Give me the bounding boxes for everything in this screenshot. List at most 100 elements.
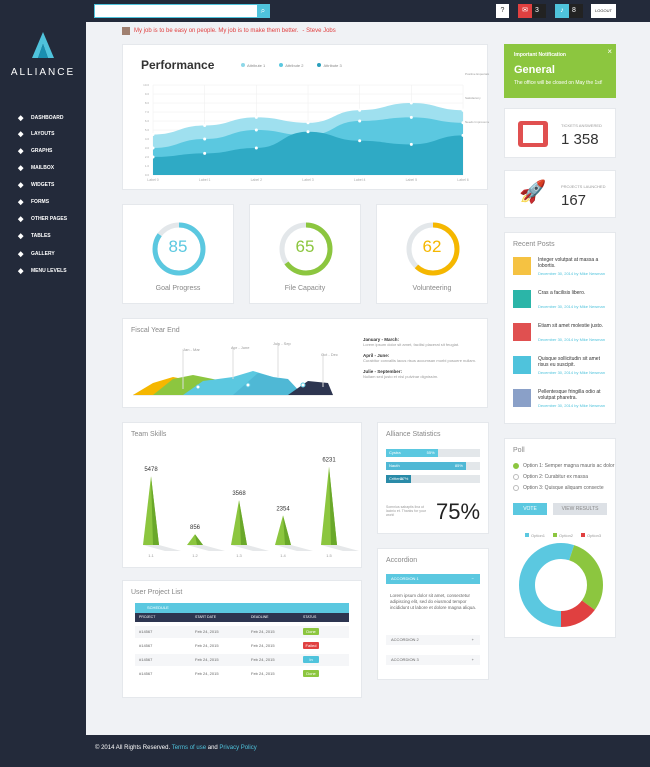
recent-post[interactable]: Pellentesque fringilla odio at volutpat … [513, 389, 613, 419]
data-label: 3568 [232, 491, 246, 497]
data-label: 6231 [322, 458, 336, 464]
accordion-1-header[interactable]: ACCORDION 1 − [386, 574, 480, 584]
search-icon[interactable]: ⌕ [257, 5, 269, 17]
data-point [254, 128, 258, 132]
poll-option[interactable]: Option 3: Quisque aliquam consecte [513, 485, 604, 491]
collapse-icon: − [471, 576, 474, 581]
recent-posts-title: Recent Posts [513, 241, 555, 248]
help-button[interactable]: ? [496, 4, 509, 18]
y-tick-label: 1.0 [145, 164, 150, 168]
stat-bar-value: 85% [454, 463, 463, 468]
sidebar-item-gallery[interactable]: ◆ GALLERY [18, 250, 55, 258]
poll-option[interactable]: Option 1: Semper magna mauris ac dolor [513, 463, 614, 469]
post-title: Etiam sit amet molestie justo. [538, 323, 604, 329]
accordion-2-header[interactable]: ACCORDION 2 + [386, 635, 480, 645]
sidebar-item-layouts[interactable]: ◆ LAYOUTS [18, 130, 54, 138]
sidebar-item-widgets[interactable]: ◆ WIDGETS [18, 181, 54, 189]
sidebar-item-label: LAYOUTS [31, 131, 55, 137]
table-row[interactable]: #14567 Feb 24, 2015 Feb 24, 2015 Failed [135, 640, 349, 652]
data-point [461, 133, 465, 137]
accordion-title: Accordion [386, 557, 418, 564]
sidebar-item-menu-levels[interactable]: ◆ MENU LEVELS [18, 267, 67, 275]
fiscal-entry: Julie - September: Nullam sed justo et ni… [363, 369, 483, 379]
search-input[interactable]: ⌕ [94, 4, 270, 18]
radio-icon[interactable] [513, 485, 519, 491]
sidebar-item-mailbox[interactable]: ◆ MAILBOX [18, 164, 54, 172]
logout-button[interactable]: LOGOUT [591, 4, 616, 18]
legend-item: Option2 [553, 533, 573, 538]
sidebar-item-dashboard[interactable]: ◆ DASHBOARD [18, 114, 64, 122]
terms-link[interactable]: Terms of use [171, 745, 207, 751]
privacy-link[interactable]: Privacy Policy [219, 745, 257, 751]
mail-count: 3 [535, 7, 539, 14]
post-thumbnail [513, 323, 531, 341]
cell-deadline: Feb 24, 2015 [251, 629, 275, 634]
layers-icon: ◆ [18, 130, 24, 138]
sidebar-item-graphs[interactable]: ◆ GRAPHS [18, 147, 52, 155]
fiscal-entries: January - March: Lorem ipsum dolor sit am… [363, 337, 483, 385]
data-point [151, 133, 155, 136]
statistics-big-value: 75% [436, 499, 481, 524]
column-header: DEADLINE [251, 615, 269, 619]
recent-post[interactable]: Integer volutpat at massa a lobortis. Dec… [513, 257, 613, 287]
accordion-3-header[interactable]: ACCORDION 3 + [386, 655, 480, 665]
notification-text: The office will be closed on May the 1st… [514, 80, 603, 86]
sidebar-item-label: OTHER PAGES [31, 216, 68, 222]
stat-bar-label: Cystra [389, 450, 401, 455]
stat-bar-value: 55% [426, 450, 435, 455]
radio-icon[interactable] [513, 474, 519, 480]
sidebar-item-label: GRAPHS [31, 148, 53, 154]
sidebar-item-other-pages[interactable]: ◆ OTHER PAGES [18, 215, 67, 223]
post-meta: December 30, 2014 by Mike Newman [538, 370, 605, 375]
avatar [122, 27, 130, 35]
sidebar-item-tables[interactable]: ◆ TABLES [18, 232, 51, 240]
data-point [306, 130, 310, 134]
recent-post[interactable]: Quisque sollicitudin sit amet risus eu s… [513, 356, 613, 386]
y-tick-label: 8.0 [145, 101, 150, 105]
y-tick-label: 3.0 [145, 146, 150, 150]
post-thumbnail [513, 290, 531, 308]
radio-icon[interactable] [513, 463, 519, 469]
recent-post[interactable]: Cras a facilisis libero. December 30, 201… [513, 290, 613, 320]
sidebar-item-label: TABLES [31, 233, 51, 239]
fiscal-title: Fiscal Year End [131, 327, 180, 334]
poll-chart [519, 543, 603, 627]
fiscal-entry: April - June: Curabitur convallis lacus r… [363, 353, 483, 363]
rocket-icon: 🚀 [519, 179, 547, 204]
triangle-icon: ◆ [18, 232, 24, 240]
data-label: 2354 [276, 506, 290, 512]
donut-chart [406, 222, 460, 276]
stat-bar-value: 27% [400, 476, 409, 481]
mail-button[interactable]: ✉ 3 [518, 4, 546, 18]
donut-fill [152, 222, 206, 276]
legend-swatch [581, 533, 586, 537]
legend-swatch [241, 63, 245, 67]
table-row[interactable]: #14567 Feb 24, 2015 Feb 24, 2015 In Process [135, 654, 349, 669]
series-label: Needs Improvement [465, 120, 489, 124]
close-icon[interactable]: × [607, 47, 612, 56]
accordion-2-label: ACCORDION 2 [391, 637, 419, 642]
poll-option[interactable]: Option 2: Curabitur ex massa [513, 474, 588, 480]
cell-deadline: Feb 24, 2015 [251, 643, 275, 648]
view-results-button[interactable]: VIEW RESULTS [553, 503, 607, 515]
fiscal-period-label: Oct - Dec [321, 352, 338, 357]
status-badge: Failed [303, 642, 319, 649]
stat-bar-track: Nauth 85% [386, 462, 480, 470]
stat-bar-fill: Nauth 85% [386, 462, 466, 470]
table-row[interactable]: #14567 Feb 24, 2015 Feb 24, 2015 Done [135, 668, 349, 680]
alert-button[interactable]: ♪ 8 [555, 4, 583, 18]
sidebar-item-label: MAILBOX [31, 165, 55, 171]
tickets-card: TICKETS ANSWERED 1 358 [504, 108, 616, 158]
post-thumbnail [513, 356, 531, 374]
performance-legend: Attribute 1 Attribute 2 Attribute 3 [241, 63, 342, 68]
fiscal-entry-head: Julie - September: [363, 369, 403, 374]
donut-card: 62 Volunteering [376, 204, 488, 304]
cell-project: #14567 [139, 629, 153, 634]
table-row[interactable]: #14567 Feb 24, 2015 Feb 24, 2015 Done [135, 626, 349, 638]
recent-post[interactable]: Etiam sit amet molestie justo. December 3… [513, 323, 613, 353]
sidebar-item-forms[interactable]: ◆ FORMS [18, 198, 49, 206]
stat-bar-fill: Cystra 55% [386, 449, 438, 457]
stat-bar-track: Critteria 27% [386, 475, 480, 483]
vote-button[interactable]: VOTE [513, 503, 547, 515]
brand-name: ALLIANCE [10, 67, 76, 78]
